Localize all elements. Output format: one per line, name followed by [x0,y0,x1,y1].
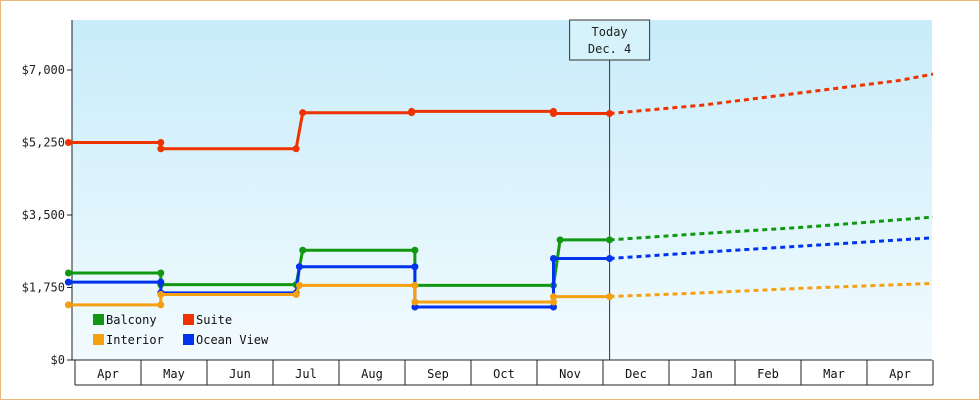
series-line [68,257,610,309]
y-tick-label: $3,500 [22,208,65,222]
month-label: Apr [97,367,119,381]
month-label: May [163,367,185,381]
data-point [64,278,72,286]
y-tick-label: $7,000 [22,63,65,77]
month-label: Apr [889,367,911,381]
today-box [569,19,651,61]
data-point [299,246,307,254]
data-point [157,145,165,153]
today-date: Dec. 4 [588,42,631,56]
legend-swatch [183,334,194,345]
month-label: Jul [295,367,317,381]
month-label: Oct [493,367,515,381]
data-point [411,263,419,271]
projection-line [609,236,934,260]
today-label: Today [592,25,628,39]
data-point [157,301,165,309]
data-point [550,293,557,301]
projection-line [609,215,934,242]
data-point [157,139,165,146]
data-point [157,269,165,277]
y-axis: $0 $1,750 $3,500 $5,250 $7,000 [22,20,73,367]
projection-line [609,72,934,115]
y-tick-label: $1,750 [22,281,65,295]
month-label: Jun [229,367,251,381]
month-label: Aug [361,367,383,381]
legend-swatch [183,314,194,325]
data-point [64,301,72,309]
data-point [64,269,72,277]
plot-area [72,20,932,360]
legend-entry: Suite [196,313,232,327]
projection-line [609,281,934,299]
data-point [408,107,416,115]
series-suite [64,72,934,153]
legend-swatch [93,314,104,325]
data-point [64,139,72,146]
data-point [411,246,419,254]
data-point [411,281,419,289]
month-label: Feb [757,367,779,381]
month-label: Nov [559,367,581,381]
data-point [299,109,307,117]
month-label: Jan [691,367,713,381]
data-point [550,298,557,306]
legend-entry: Interior [106,333,164,347]
legend-entry: Balcony [106,313,157,327]
legend-entry: Ocean View [196,333,269,347]
data-point [411,298,419,306]
legend-swatch [93,334,104,345]
series-interior [64,281,934,309]
data-point [606,293,614,301]
data-point [550,303,557,311]
today-marker: Today Dec. 4 [569,19,651,360]
month-label: Sep [427,367,449,381]
legend: Balcony Suite Interior Ocean View [93,313,269,347]
x-axis: Apr May Jun Jul Aug Sep Oct Nov Dec Jan Feb Mar Apr [72,359,934,386]
data-point [157,291,165,299]
month-label: Dec [625,367,647,381]
data-point [295,281,303,289]
data-point [157,278,165,286]
data-point [550,110,557,117]
data-point [292,145,300,153]
data-point [550,255,557,262]
data-point [556,236,564,244]
y-tick-label: $0 [51,353,65,367]
data-point [292,291,300,299]
data-point [295,263,303,271]
month-label: Mar [823,367,845,381]
data-point [411,303,419,311]
y-tick-label: $5,250 [22,136,65,150]
series-layer [64,72,934,311]
